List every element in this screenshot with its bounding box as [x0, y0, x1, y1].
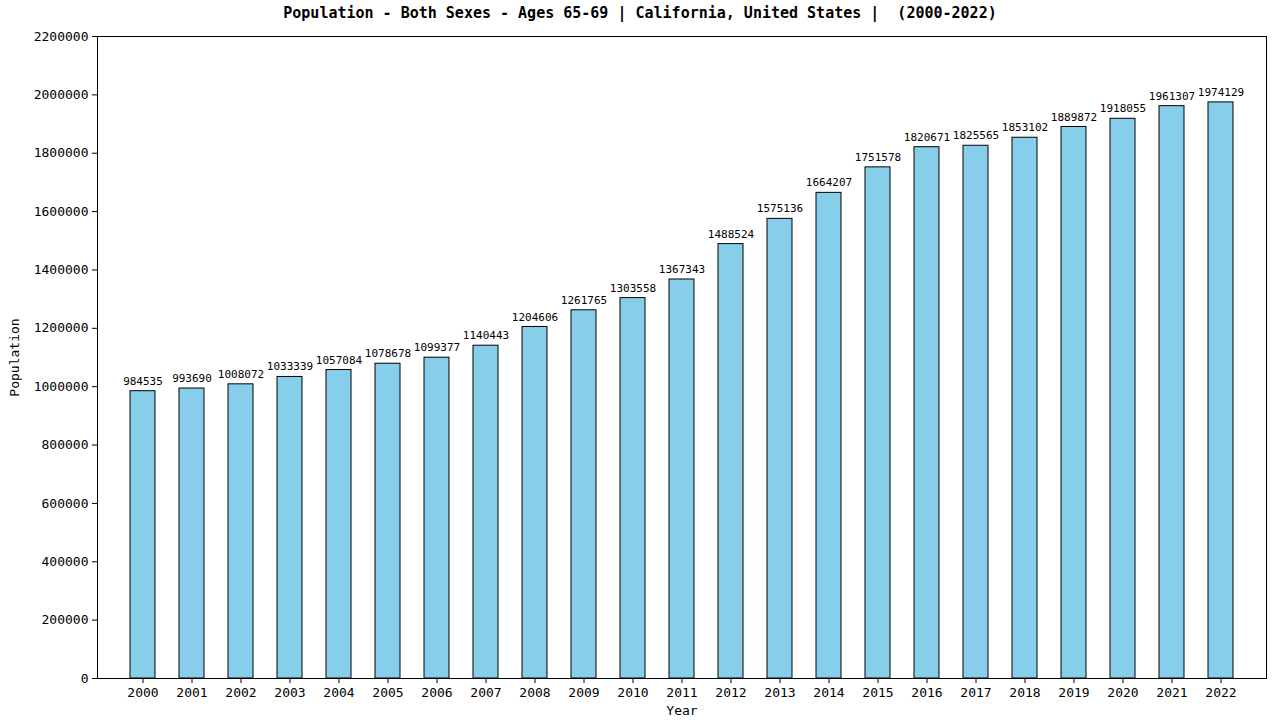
svg-text:2015: 2015	[862, 685, 893, 700]
svg-text:2014: 2014	[813, 685, 844, 700]
svg-text:1000000: 1000000	[34, 379, 89, 394]
svg-text:1820671: 1820671	[904, 131, 950, 144]
svg-text:2008: 2008	[519, 685, 550, 700]
svg-text:1033339: 1033339	[267, 360, 313, 373]
svg-text:1918055: 1918055	[1100, 102, 1146, 115]
svg-text:1853102: 1853102	[1002, 121, 1048, 134]
svg-text:0: 0	[81, 671, 89, 686]
svg-text:2013: 2013	[764, 685, 795, 700]
svg-text:1261765: 1261765	[561, 294, 607, 307]
svg-text:2000: 2000	[127, 685, 158, 700]
svg-text:2017: 2017	[960, 685, 991, 700]
svg-text:2009: 2009	[568, 685, 599, 700]
svg-text:1600000: 1600000	[34, 204, 89, 219]
svg-text:2012: 2012	[715, 685, 746, 700]
svg-text:2022: 2022	[1205, 685, 1236, 700]
svg-text:1008072: 1008072	[218, 368, 264, 381]
svg-text:1751578: 1751578	[855, 151, 901, 164]
svg-text:2000000: 2000000	[34, 87, 89, 102]
svg-text:2020: 2020	[1107, 685, 1138, 700]
svg-text:1488524: 1488524	[708, 228, 755, 241]
svg-text:1303558: 1303558	[610, 282, 656, 295]
svg-text:1200000: 1200000	[34, 320, 89, 335]
svg-text:2011: 2011	[666, 685, 697, 700]
svg-text:1367343: 1367343	[659, 263, 705, 276]
svg-text:600000: 600000	[42, 496, 89, 511]
svg-text:Year: Year	[666, 703, 697, 718]
svg-text:1961307: 1961307	[1149, 90, 1195, 103]
svg-text:Population: Population	[7, 318, 22, 396]
svg-text:1825565: 1825565	[953, 129, 999, 142]
svg-text:1078678: 1078678	[365, 347, 411, 360]
svg-text:1140443: 1140443	[463, 329, 509, 342]
svg-text:2016: 2016	[911, 685, 942, 700]
svg-text:2018: 2018	[1009, 685, 1040, 700]
svg-text:2200000: 2200000	[34, 29, 89, 44]
svg-text:2010: 2010	[617, 685, 648, 700]
svg-text:1575136: 1575136	[757, 202, 803, 215]
svg-text:2004: 2004	[323, 685, 354, 700]
svg-text:1974129: 1974129	[1198, 86, 1244, 99]
svg-text:1204606: 1204606	[512, 310, 558, 323]
svg-text:2005: 2005	[372, 685, 403, 700]
svg-text:400000: 400000	[42, 554, 89, 569]
svg-text:1664207: 1664207	[806, 176, 852, 189]
svg-text:2007: 2007	[470, 685, 501, 700]
svg-text:2003: 2003	[274, 685, 305, 700]
html-text:Population - Both Sexes - Ages: Population - Both Sexes - Ages 65-69 | C…	[283, 4, 997, 22]
svg-text:2001: 2001	[176, 685, 207, 700]
svg-text:1099377: 1099377	[414, 341, 460, 354]
svg-text:2019: 2019	[1058, 685, 1089, 700]
svg-text:800000: 800000	[42, 437, 89, 452]
svg-text:2006: 2006	[421, 685, 452, 700]
svg-text:2021: 2021	[1156, 685, 1187, 700]
svg-text:984535: 984535	[123, 375, 163, 388]
svg-text:993690: 993690	[172, 372, 212, 385]
svg-text:2002: 2002	[225, 685, 256, 700]
svg-text:1057084: 1057084	[316, 354, 363, 367]
svg-text:200000: 200000	[42, 612, 89, 627]
svg-text:1889872: 1889872	[1051, 111, 1097, 124]
svg-text:1400000: 1400000	[34, 262, 89, 277]
svg-text:1800000: 1800000	[34, 145, 89, 160]
